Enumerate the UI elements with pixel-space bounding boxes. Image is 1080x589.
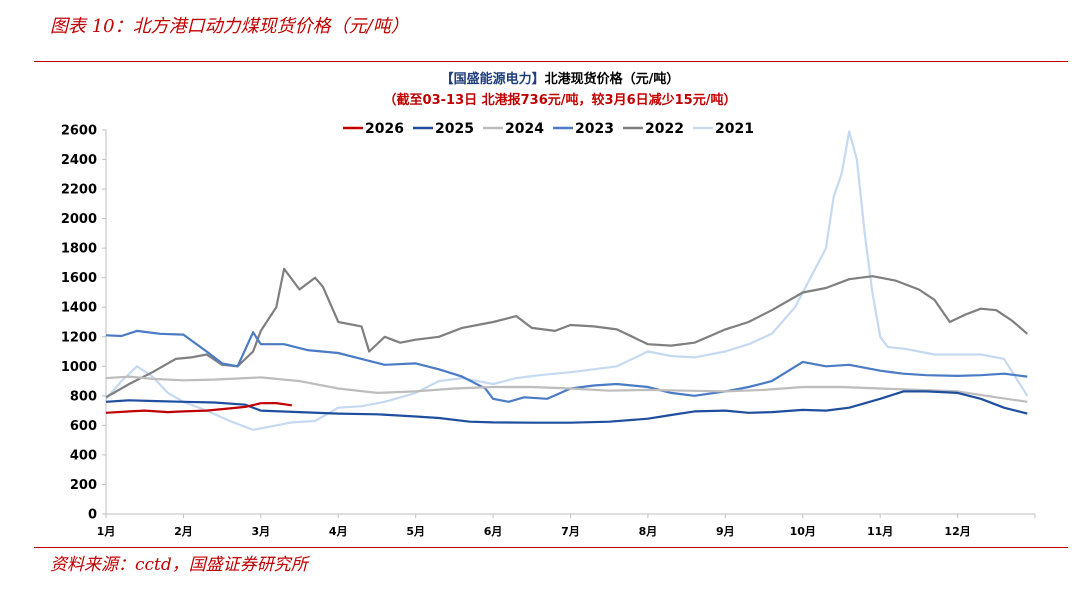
legend: 2026 2025 2024 2023 2022 2021 <box>343 121 754 137</box>
y-tick-label: 2000 <box>61 212 97 227</box>
legend-label-2025: 2025 <box>435 121 474 137</box>
title-rule <box>34 61 1068 62</box>
legend-label-2023: 2023 <box>575 121 614 137</box>
x-tick-label: 4月 <box>329 525 348 538</box>
y-tick-label: 2200 <box>61 183 97 198</box>
y-tick-label: 1000 <box>61 360 97 375</box>
x-tick-label: 8月 <box>639 525 658 538</box>
y-tick-label: 2400 <box>61 153 97 168</box>
source-note: 资料来源：cctd，国盛证券研究所 <box>50 555 308 575</box>
legend-label-2021: 2021 <box>715 121 754 137</box>
legend-label-2024: 2024 <box>505 121 544 137</box>
y-tick-label: 800 <box>70 389 97 404</box>
source-rule <box>34 547 1068 548</box>
y-tick-label: 1600 <box>61 271 97 286</box>
x-tick-label: 11月 <box>867 525 893 538</box>
x-tick-label: 10月 <box>790 525 816 538</box>
figure-title: 图表 10：北方港口动力煤现货价格（元/吨） <box>50 16 409 37</box>
x-tick-label: 12月 <box>944 525 970 538</box>
series-line-2023 <box>105 329 1028 403</box>
x-tick-label: 6月 <box>484 525 503 538</box>
legend-label-2022: 2022 <box>645 121 684 137</box>
y-tick-label: 0 <box>88 508 97 523</box>
chart-title-brand: 【国盛能源电力】 <box>441 71 545 87</box>
y-tick-label: 1200 <box>61 330 97 345</box>
series-line-2022 <box>105 267 1029 399</box>
x-tick-label: 2月 <box>174 525 193 538</box>
svg-text:【国盛能源电力】北港现货价格（元/吨）: 【国盛能源电力】北港现货价格（元/吨） <box>441 71 680 87</box>
legend-label-2026: 2026 <box>365 121 404 137</box>
x-tick-label: 9月 <box>716 525 735 538</box>
y-tick-label: 600 <box>70 419 97 434</box>
chart-title-main: 北港现货价格（元/吨） <box>545 71 680 87</box>
x-tick-label: 3月 <box>252 525 271 538</box>
x-tick-label: 7月 <box>561 525 580 538</box>
y-tick-label: 400 <box>70 448 97 463</box>
series-line-2024 <box>105 375 1028 403</box>
chart-subtitle: （截至03-13日 北港报736元/吨，较3月6日减少15元/吨） <box>384 92 737 108</box>
series-line-2026 <box>105 402 292 414</box>
y-tick-label: 2600 <box>61 124 97 139</box>
y-tick-label: 1400 <box>61 301 97 316</box>
series-line-2021 <box>105 130 1029 431</box>
x-tick-label: 5月 <box>406 525 425 538</box>
y-tick-label: 200 <box>70 478 97 493</box>
y-tick-label: 1800 <box>61 242 97 257</box>
x-tick-label: 1月 <box>97 525 116 538</box>
axes: 0 200 400 600 800 1000 1200 1400 1600 1800 2000 220… <box>61 124 1036 538</box>
series-lines <box>105 130 1029 431</box>
